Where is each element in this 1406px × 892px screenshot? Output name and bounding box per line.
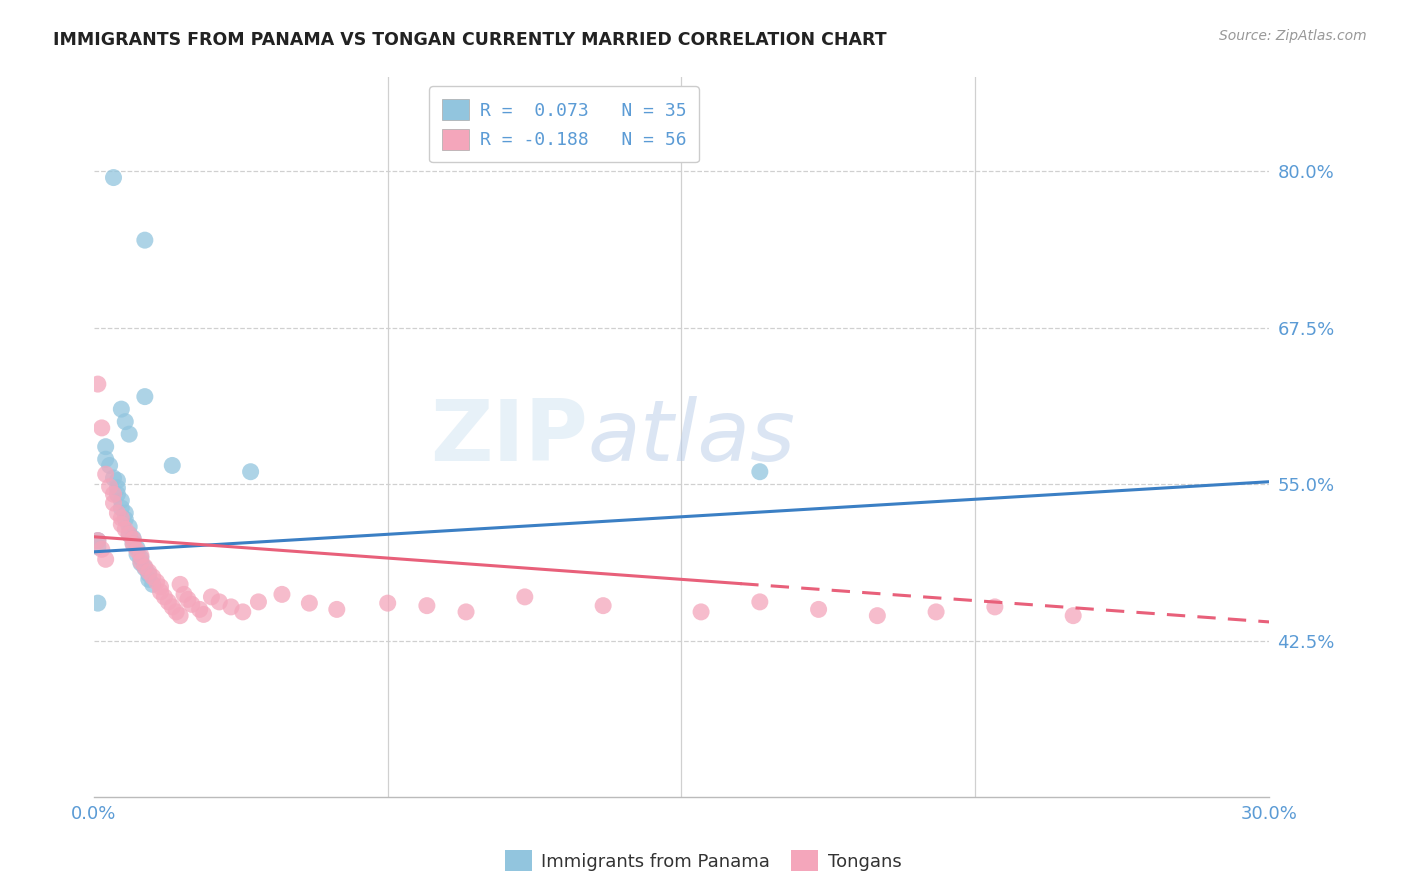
Text: Source: ZipAtlas.com: Source: ZipAtlas.com — [1219, 29, 1367, 43]
Point — [98, 480, 121, 494]
Point — [188, 602, 211, 616]
Point — [118, 527, 141, 541]
Point — [94, 552, 117, 566]
Point — [232, 605, 254, 619]
Point — [177, 592, 200, 607]
Point — [118, 527, 141, 541]
Point — [208, 595, 231, 609]
Point — [748, 465, 770, 479]
Point — [122, 531, 145, 545]
Point — [94, 440, 117, 454]
Point — [110, 517, 132, 532]
Text: IMMIGRANTS FROM PANAMA VS TONGAN CURRENTLY MARRIED CORRELATION CHART: IMMIGRANTS FROM PANAMA VS TONGAN CURRENT… — [53, 31, 887, 49]
Point — [153, 590, 176, 604]
Point — [142, 577, 165, 591]
Point — [454, 605, 477, 619]
Point — [129, 551, 152, 566]
Point — [866, 608, 889, 623]
Point — [271, 587, 294, 601]
Point — [87, 377, 110, 392]
Point — [134, 561, 156, 575]
Text: atlas: atlas — [588, 396, 796, 479]
Point — [690, 605, 713, 619]
Point — [149, 585, 172, 599]
Point — [138, 567, 160, 582]
Point — [118, 520, 141, 534]
Point — [416, 599, 439, 613]
Point — [134, 559, 156, 574]
Point — [98, 458, 121, 473]
Point — [129, 555, 152, 569]
Point — [110, 493, 132, 508]
Point — [138, 573, 160, 587]
Point — [90, 542, 112, 557]
Point — [165, 605, 187, 619]
Point — [513, 590, 536, 604]
Point — [748, 595, 770, 609]
Point — [107, 487, 129, 501]
Point — [134, 390, 156, 404]
Point — [239, 465, 262, 479]
Point — [169, 608, 191, 623]
Point — [200, 590, 222, 604]
Point — [193, 607, 215, 622]
Point — [114, 506, 136, 520]
Point — [103, 170, 125, 185]
Point — [103, 496, 125, 510]
Point — [162, 599, 184, 614]
Point — [87, 596, 110, 610]
Point — [125, 543, 148, 558]
Point — [180, 598, 202, 612]
Point — [107, 506, 129, 520]
Point — [107, 474, 129, 488]
Point — [129, 549, 152, 563]
Point — [149, 580, 172, 594]
Legend: R =  0.073   N = 35, R = -0.188   N = 56: R = 0.073 N = 35, R = -0.188 N = 56 — [429, 87, 699, 162]
Point — [925, 605, 948, 619]
Point — [122, 533, 145, 547]
Point — [122, 537, 145, 551]
Point — [125, 547, 148, 561]
Point — [118, 427, 141, 442]
Point — [110, 511, 132, 525]
Point — [377, 596, 399, 610]
Point — [169, 577, 191, 591]
Point — [138, 565, 160, 579]
Point — [219, 599, 242, 614]
Point — [157, 595, 180, 609]
Point — [125, 541, 148, 555]
Point — [984, 599, 1007, 614]
Point — [103, 471, 125, 485]
Point — [87, 540, 110, 554]
Legend: Immigrants from Panama, Tongans: Immigrants from Panama, Tongans — [498, 843, 908, 879]
Point — [122, 536, 145, 550]
Point — [592, 599, 614, 613]
Point — [145, 574, 167, 589]
Point — [247, 595, 270, 609]
Point — [110, 402, 132, 417]
Point — [1062, 608, 1084, 623]
Point — [162, 458, 184, 473]
Point — [94, 452, 117, 467]
Point — [134, 233, 156, 247]
Text: ZIP: ZIP — [430, 396, 588, 479]
Point — [129, 556, 152, 570]
Point — [107, 481, 129, 495]
Point — [142, 570, 165, 584]
Point — [326, 602, 349, 616]
Point — [173, 587, 195, 601]
Point — [103, 487, 125, 501]
Point — [110, 501, 132, 516]
Point — [90, 421, 112, 435]
Point — [87, 533, 110, 548]
Point — [94, 467, 117, 482]
Point — [114, 415, 136, 429]
Point — [807, 602, 830, 616]
Point — [87, 533, 110, 548]
Point — [114, 522, 136, 536]
Point — [114, 512, 136, 526]
Point — [298, 596, 321, 610]
